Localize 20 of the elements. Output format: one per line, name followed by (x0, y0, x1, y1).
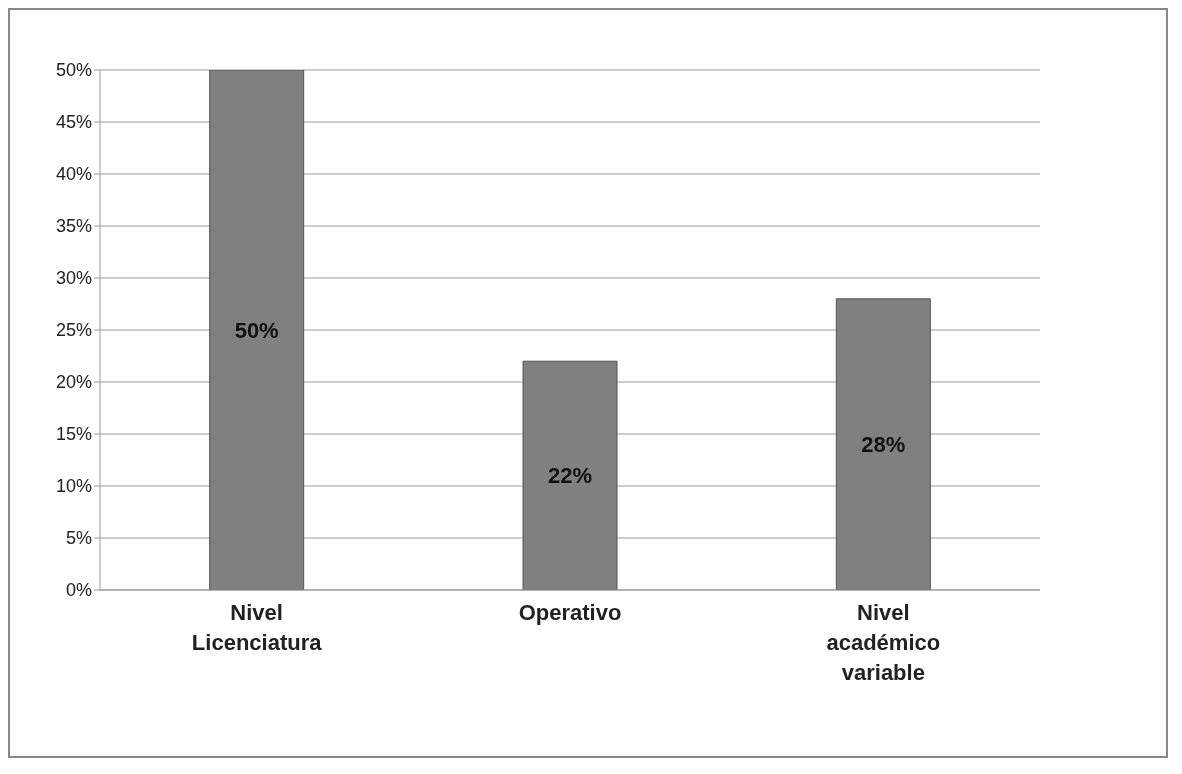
y-tick-label: 20% (55, 372, 92, 393)
y-tick-label: 5% (65, 528, 92, 549)
x-tick-label: Nivel académico variable (826, 600, 941, 685)
y-tick-label: 40% (55, 164, 92, 185)
x-tick-label: Nivel Licenciatura (191, 600, 323, 655)
y-tick-label: 15% (55, 424, 92, 445)
x-tick-label: Operativo (518, 600, 622, 625)
y-tick-label: 50% (55, 60, 92, 81)
bar (522, 360, 618, 590)
y-tick-label: 45% (55, 112, 92, 133)
data-label: 22% (547, 463, 593, 489)
bar (209, 70, 305, 590)
data-label: 28% (861, 432, 906, 458)
y-tick-label: 10% (55, 476, 92, 497)
data-label: 50% (234, 317, 279, 343)
y-tick-label: 30% (55, 268, 92, 289)
bar (835, 298, 931, 590)
y-tick-label: 25% (55, 320, 92, 341)
y-tick-label: 35% (55, 216, 92, 237)
y-tick-label: 0% (65, 580, 92, 601)
